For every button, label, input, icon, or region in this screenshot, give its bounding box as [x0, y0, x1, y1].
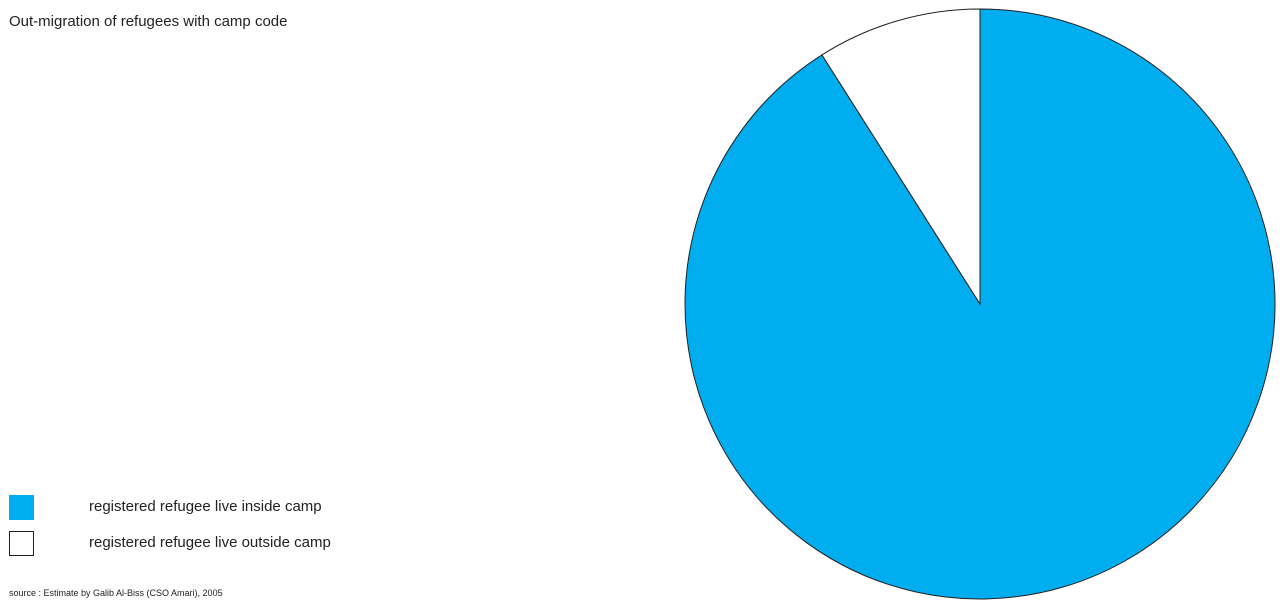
legend-item-outside-camp: registered refugee live outside camp [9, 530, 331, 556]
legend-label-inside-camp: registered refugee live inside camp [89, 498, 322, 515]
legend-label-outside-camp: registered refugee live outside camp [89, 534, 331, 551]
chart-title: Out-migration of refugees with camp code [9, 13, 288, 30]
pie-chart [684, 8, 1276, 600]
source-note: source : Estimate by Galib Al-Biss (CSO … [9, 588, 223, 598]
legend-item-inside-camp: registered refugee live inside camp [9, 494, 331, 520]
legend: registered refugee live inside camp regi… [9, 494, 331, 566]
legend-swatch-inside-camp [9, 494, 34, 520]
pie-slice-outside-camp [821, 8, 981, 306]
legend-swatch-outside-camp [9, 530, 34, 556]
